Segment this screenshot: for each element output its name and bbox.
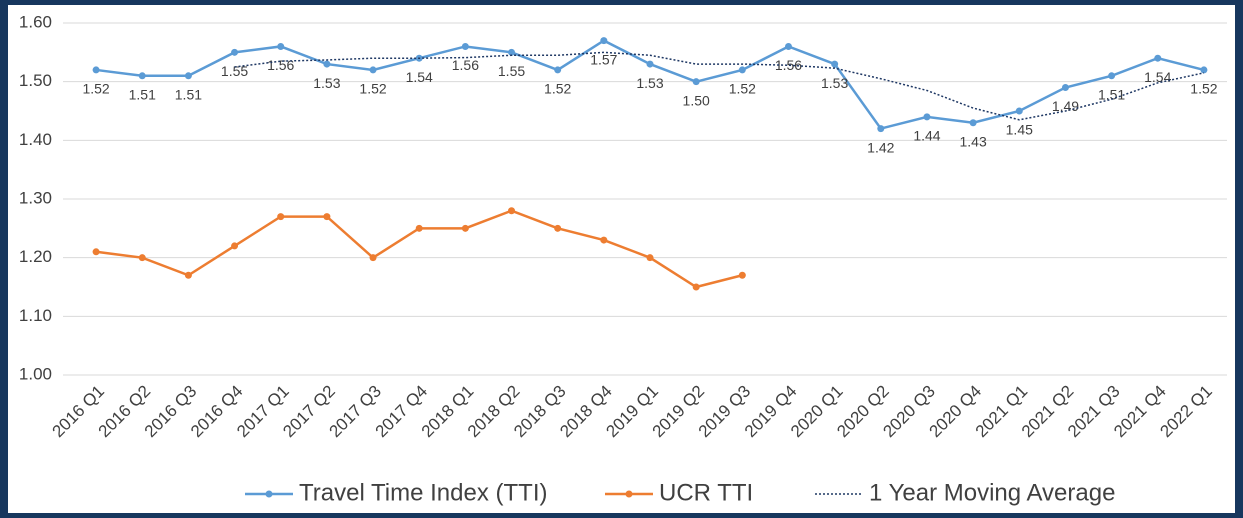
data-label: 1.56 — [452, 57, 479, 73]
y-tick-label: 1.20 — [19, 247, 52, 266]
data-point — [784, 42, 792, 50]
y-tick-label: 1.60 — [19, 12, 52, 31]
data-point — [1200, 66, 1208, 74]
data-label: 1.45 — [1006, 122, 1033, 138]
y-tick-label: 1.40 — [19, 130, 52, 149]
data-label: 1.50 — [683, 92, 710, 108]
data-point — [877, 125, 885, 133]
legend-marker — [265, 490, 273, 498]
y-tick-label: 1.10 — [19, 306, 52, 325]
data-point — [138, 254, 146, 262]
data-point — [1061, 84, 1069, 92]
data-label: 1.51 — [1098, 87, 1125, 103]
data-label: 1.43 — [959, 133, 986, 149]
data-point — [508, 48, 516, 56]
y-tick-label: 1.00 — [19, 364, 52, 383]
data-point — [461, 224, 469, 232]
data-label: 1.57 — [590, 51, 617, 67]
data-label: 1.52 — [1190, 81, 1217, 97]
y-tick-label: 1.50 — [19, 71, 52, 90]
data-point — [1154, 54, 1162, 62]
data-label: 1.53 — [636, 75, 663, 91]
data-point — [184, 72, 192, 80]
legend-label: Travel Time Index (TTI) — [299, 479, 547, 506]
data-point — [369, 66, 377, 74]
data-point — [600, 37, 608, 45]
data-point — [646, 60, 654, 68]
data-point — [184, 271, 192, 279]
legend-marker — [625, 490, 633, 498]
data-point — [738, 271, 746, 279]
legend-label: UCR TTI — [659, 479, 753, 506]
data-point — [738, 66, 746, 74]
data-label: 1.44 — [913, 128, 940, 144]
data-point — [923, 113, 931, 121]
y-tick-label: 1.30 — [19, 188, 52, 207]
data-point — [277, 213, 285, 221]
data-point — [692, 283, 700, 291]
data-point — [969, 119, 977, 127]
data-point — [554, 66, 562, 74]
data-label: 1.52 — [729, 81, 756, 97]
data-label: 1.53 — [821, 75, 848, 91]
data-point — [92, 66, 100, 74]
data-point — [415, 224, 423, 232]
data-label: 1.42 — [867, 139, 894, 155]
data-label: 1.52 — [82, 81, 109, 97]
data-label: 1.53 — [313, 75, 340, 91]
series-line — [234, 51, 1205, 121]
data-point — [323, 60, 331, 68]
data-point — [461, 42, 469, 50]
data-point — [92, 248, 100, 256]
data-label: 1.54 — [406, 69, 433, 85]
data-label: 1.49 — [1052, 98, 1079, 114]
data-point — [646, 254, 654, 262]
data-label: 1.52 — [544, 81, 571, 97]
legend-label: 1 Year Moving Average — [869, 479, 1115, 506]
data-point — [277, 42, 285, 50]
data-point — [508, 207, 516, 215]
data-label: 1.56 — [267, 57, 294, 73]
data-point — [231, 48, 239, 56]
data-label: 1.55 — [498, 63, 525, 79]
data-point — [1015, 107, 1023, 115]
data-point — [231, 242, 239, 250]
data-label: 1.52 — [359, 81, 386, 97]
data-point — [369, 254, 377, 262]
data-label: 1.51 — [129, 87, 156, 103]
data-point — [600, 236, 608, 244]
data-point — [692, 78, 700, 86]
data-point — [1108, 72, 1116, 80]
data-point — [831, 60, 839, 68]
data-point — [554, 224, 562, 232]
data-label: 1.55 — [221, 63, 248, 79]
data-point — [138, 72, 146, 80]
data-label: 1.51 — [175, 87, 202, 103]
data-label: 1.56 — [775, 57, 802, 73]
data-point — [323, 213, 331, 221]
